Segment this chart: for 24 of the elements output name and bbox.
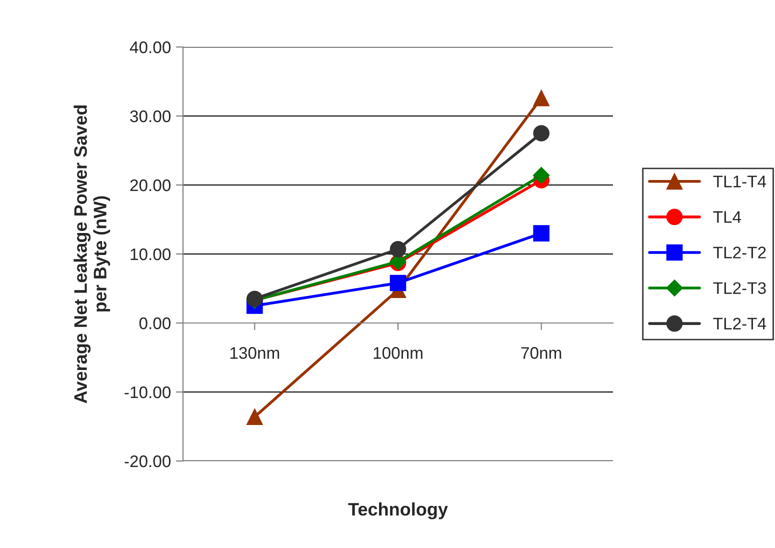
y-tick-label: -20.00 xyxy=(124,455,171,468)
y-tick-label: 30.00 xyxy=(130,110,171,122)
legend-label: TL2-T3 xyxy=(713,282,766,294)
x-tick-label: 130nm xyxy=(230,347,280,359)
point xyxy=(390,274,406,292)
x-tick-label: 70nm xyxy=(521,347,562,359)
point xyxy=(532,166,550,184)
y-tick-label: 10.00 xyxy=(130,248,171,260)
legend-label: TL1-T4 xyxy=(713,176,766,188)
y-axis-title: Average Net Leakage Power Saved per Byte (nW) xyxy=(74,105,110,404)
point xyxy=(246,408,263,425)
legend-label: TL2-T4 xyxy=(713,318,766,330)
y-tick-label: 40.00 xyxy=(130,41,171,54)
x-tick-label: 100nm xyxy=(374,347,422,359)
legend-label: TL2-T2 xyxy=(713,246,766,258)
y-tick-label: -10.00 xyxy=(124,386,171,398)
point xyxy=(533,225,550,242)
y-tick-label: 0.00 xyxy=(139,317,171,330)
point xyxy=(533,125,550,142)
legend-label: TL4 xyxy=(713,211,742,223)
x-axis-title: Technology xyxy=(348,502,448,520)
point xyxy=(533,90,550,106)
y-tick-label: 20.00 xyxy=(130,179,171,192)
point xyxy=(390,241,406,258)
